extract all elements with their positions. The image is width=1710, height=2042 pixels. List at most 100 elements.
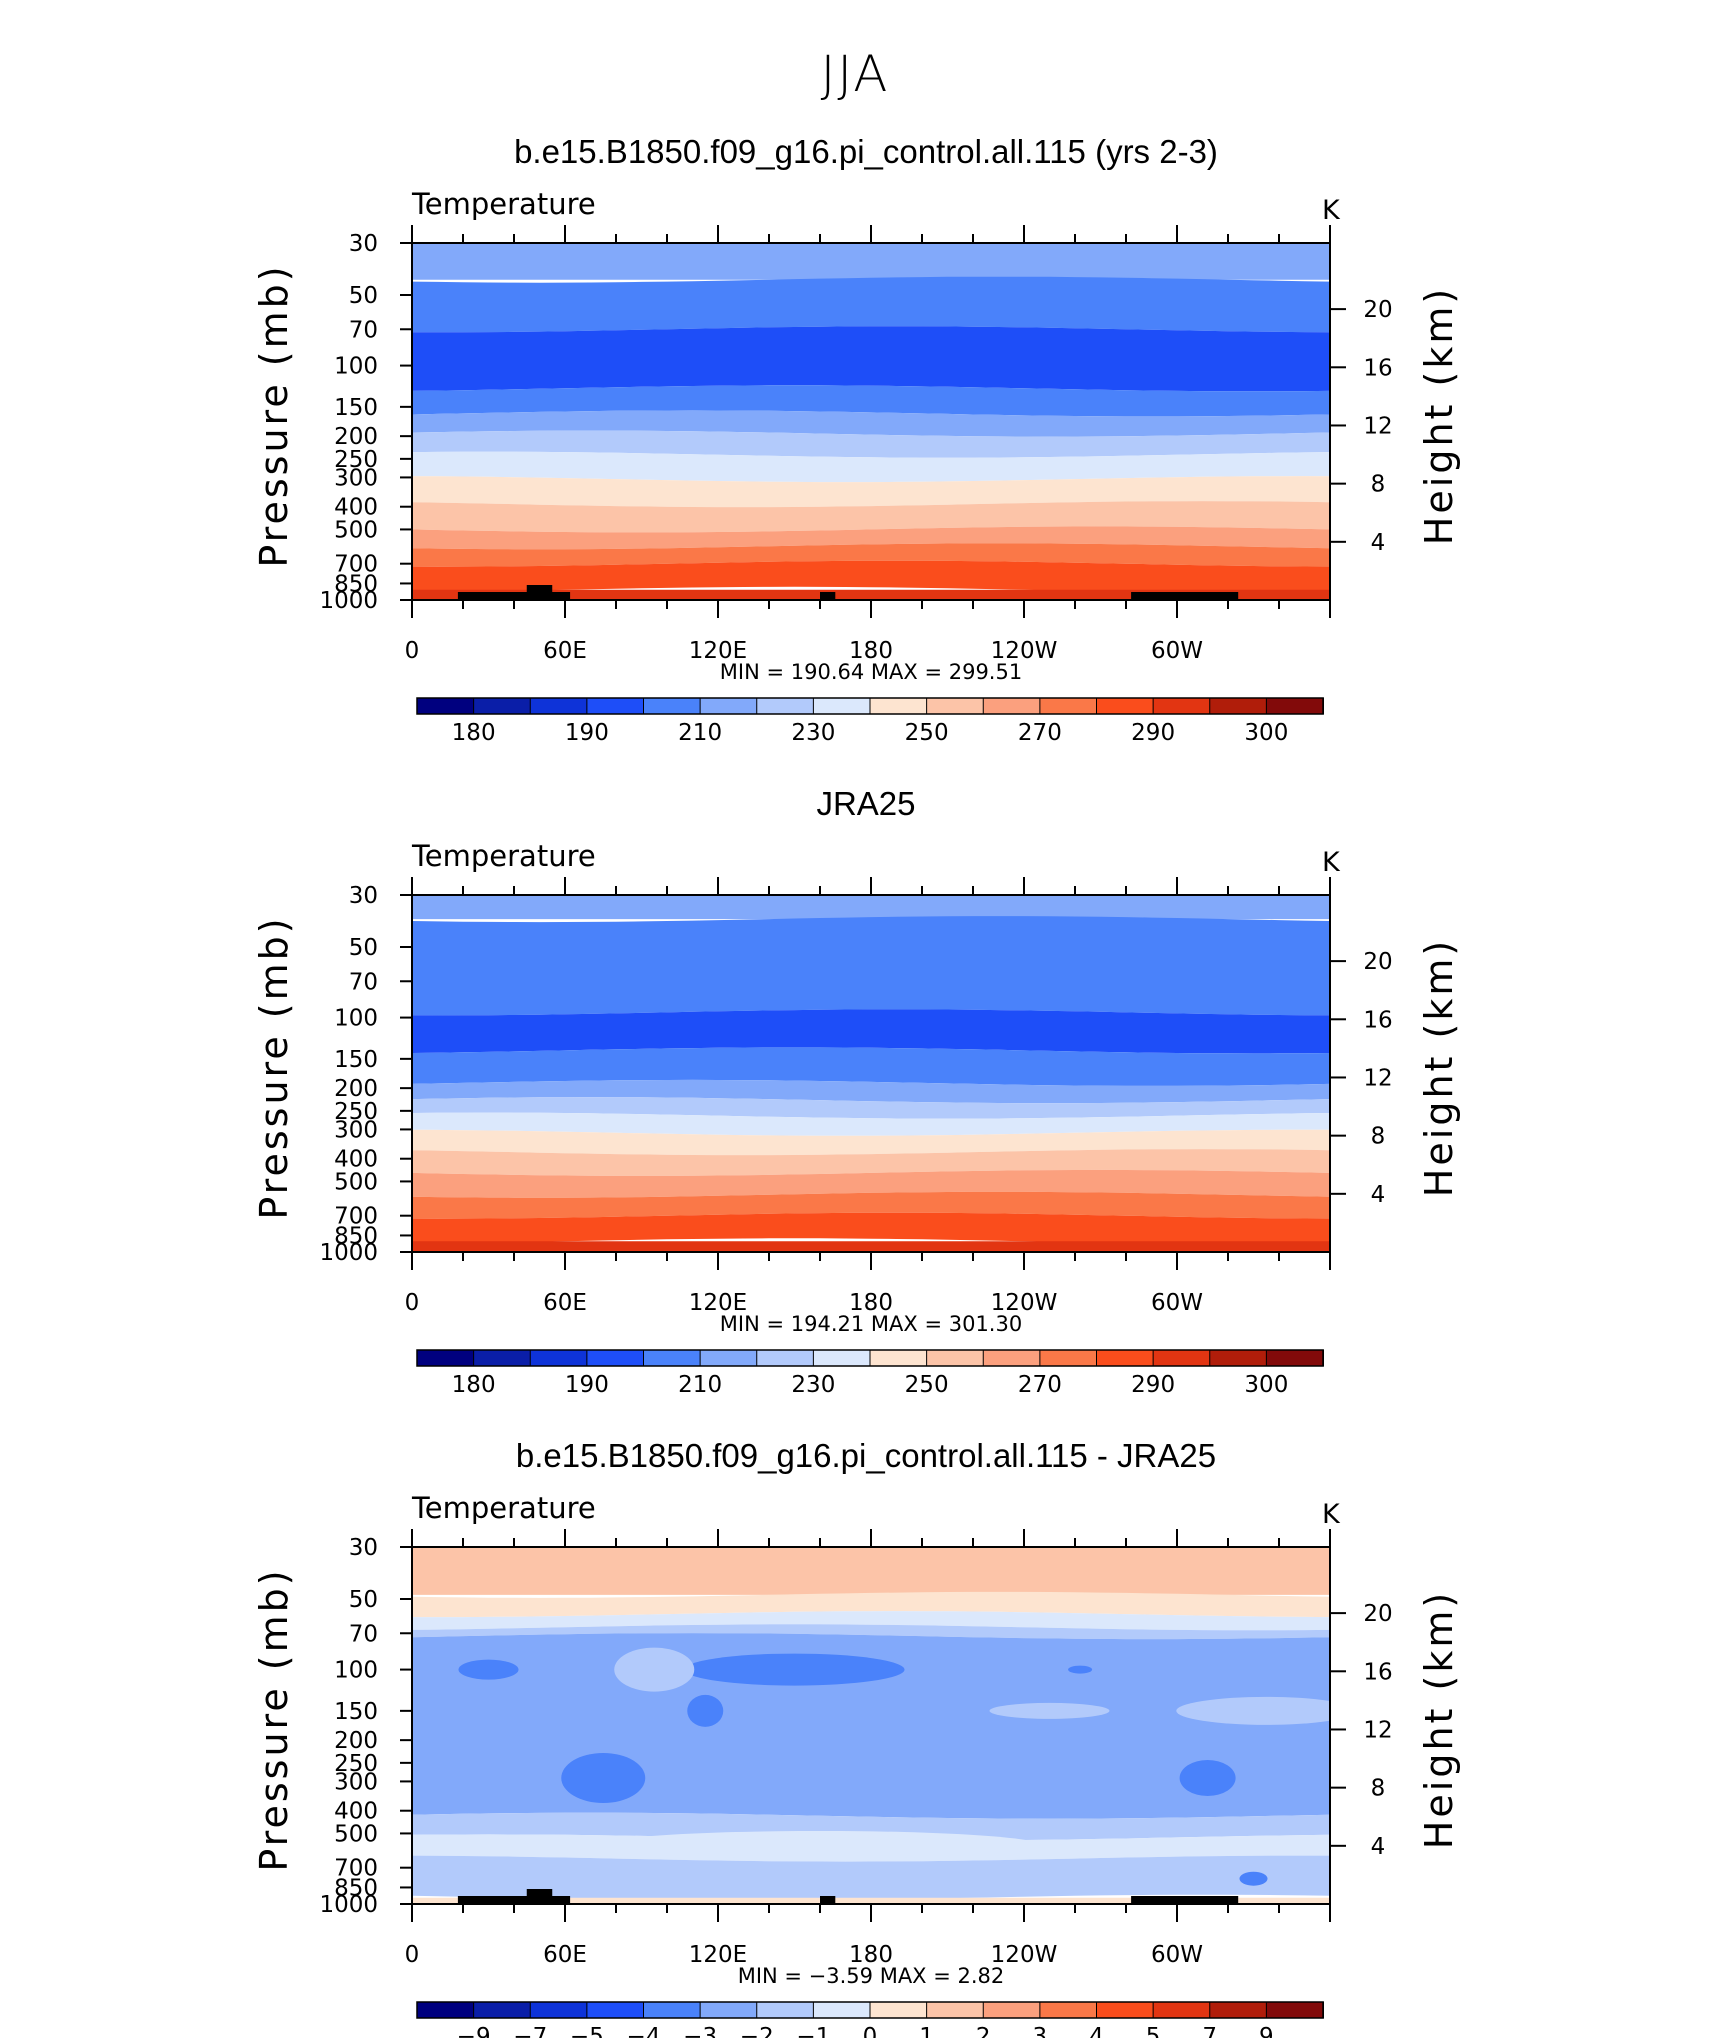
y2-tick-label: 8 xyxy=(1371,1776,1386,1802)
y-tick-label: 850 xyxy=(334,1223,378,1249)
colorbar-box xyxy=(869,1349,928,1367)
colorbar-label: 270 xyxy=(1018,720,1062,746)
y2-tick-label: 8 xyxy=(1371,472,1386,498)
y2-tick-label: 4 xyxy=(1371,1834,1386,1860)
colorbar-box xyxy=(1096,2001,1155,2019)
y-tick-label: 300 xyxy=(334,1117,378,1143)
y-tick-label: 70 xyxy=(349,969,378,995)
colorbar-box xyxy=(1265,2001,1324,2019)
contour-band xyxy=(412,589,1330,600)
x-tick-label: 180 xyxy=(849,1942,893,1968)
x-tick-label: 60E xyxy=(543,1290,587,1316)
contour-region xyxy=(989,1702,1110,1719)
y-tick-label: 50 xyxy=(349,1587,378,1613)
colorbar-box xyxy=(643,1349,702,1367)
x-tick-label: 60E xyxy=(543,1942,587,1968)
contour-band xyxy=(412,1591,1330,1618)
y-tick-label: 70 xyxy=(349,317,378,343)
colorbar: 180 190 210 230 250 270 290 300 xyxy=(416,697,1324,746)
y-tick-label: 700 xyxy=(334,1204,378,1230)
contour-band xyxy=(412,1097,1330,1119)
left-string: Temperature xyxy=(411,839,596,873)
y-tick-label: 700 xyxy=(334,552,378,578)
y-tick-label: 500 xyxy=(334,517,378,543)
contour-band xyxy=(412,1169,1330,1198)
contour-band xyxy=(412,501,1330,533)
colorbar-label: 250 xyxy=(905,1372,949,1398)
colorbar-label: 300 xyxy=(1244,720,1288,746)
x-tick-label: 120W xyxy=(991,1942,1058,1968)
y-tick-label: 1000 xyxy=(319,588,378,614)
panel-3-field xyxy=(412,1547,1330,1904)
colorbar-label: 190 xyxy=(565,1372,609,1398)
colorbar-box xyxy=(982,697,1041,715)
colorbar-box xyxy=(1039,1349,1098,1367)
x-tick-label: 60W xyxy=(1151,1942,1203,1968)
units-string: K xyxy=(1322,847,1341,878)
y2-tick-label: 12 xyxy=(1363,413,1392,439)
panel-3: 0 60E 120E 180 120W 60W3050701001502002503004… xyxy=(252,1491,1461,2042)
colorbar-box xyxy=(1265,697,1324,715)
colorbar-box xyxy=(416,1349,475,1367)
colorbar-box xyxy=(1096,697,1155,715)
y-tick-label: 850 xyxy=(334,571,378,597)
contour-band xyxy=(412,526,1330,550)
colorbar-frame xyxy=(416,2001,1324,2019)
panel-3-title: b.e15.B1850.f09_g16.pi_control.all.115 -… xyxy=(515,1437,1217,1474)
colorbar-box xyxy=(756,2001,815,2019)
colorbar-label: 5 xyxy=(1146,2024,1161,2038)
colorbar-box xyxy=(982,1349,1041,1367)
x-tick-label: 60E xyxy=(543,638,587,664)
y-tick-label: 1000 xyxy=(319,1892,378,1918)
y2-tick-label: 4 xyxy=(1371,1182,1386,1208)
contour-band xyxy=(412,1009,1330,1054)
x-tick-label: 120E xyxy=(689,638,747,664)
x-tick-label: 60W xyxy=(1151,1290,1203,1316)
y2-tick-label: 12 xyxy=(1363,1717,1392,1743)
x-tick-label: 0 xyxy=(405,1290,420,1316)
y-tick-label: 300 xyxy=(334,465,378,491)
contour-band xyxy=(412,410,1330,437)
units-string: K xyxy=(1322,195,1341,226)
colorbar-box xyxy=(529,2001,588,2019)
x-tick-label: 120E xyxy=(689,1290,747,1316)
colorbar-label: 210 xyxy=(678,720,722,746)
panel-1: 0 60E 120E 180 120W 60W3050701001502002503004… xyxy=(252,187,1461,746)
left-string: Temperature xyxy=(411,187,596,221)
colorbar-box xyxy=(529,697,588,715)
contour-band xyxy=(412,476,1330,508)
y-tick-label: 850 xyxy=(334,1875,378,1901)
topography-block xyxy=(1131,592,1239,600)
contour-band xyxy=(412,1149,1330,1176)
y-tick-label: 50 xyxy=(349,283,378,309)
colorbar-box xyxy=(529,1349,588,1367)
colorbar-label: −7 xyxy=(513,2024,547,2038)
colorbar: 180 190 210 230 250 270 290 300 xyxy=(416,1349,1324,1398)
topography xyxy=(457,585,1239,600)
colorbar-label: −1 xyxy=(796,2024,830,2038)
y2-tick-label: 20 xyxy=(1363,297,1392,323)
contour-band xyxy=(412,1241,1330,1252)
y2-axis-label: Height (km) xyxy=(1417,938,1461,1197)
colorbar-frame xyxy=(416,697,1324,715)
topography-block xyxy=(457,1896,571,1904)
contour-region xyxy=(1239,1871,1268,1886)
y-tick-label: 300 xyxy=(334,1769,378,1795)
colorbar-label: 230 xyxy=(791,1372,835,1398)
contour-region xyxy=(458,1659,519,1680)
panel-2-title: JRA25 xyxy=(816,785,916,822)
y2-tick-label: 16 xyxy=(1363,355,1392,381)
y-tick-label: 500 xyxy=(334,1821,378,1847)
colorbar-box xyxy=(926,2001,985,2019)
colorbar-label: 250 xyxy=(905,720,949,746)
contour-region xyxy=(600,1830,1040,1859)
y-tick-label: 400 xyxy=(334,1799,378,1825)
panel-1-title: b.e15.B1850.f09_g16.pi_control.all.115 (… xyxy=(514,133,1218,170)
colorbar-box xyxy=(473,2001,532,2019)
y2-tick-label: 12 xyxy=(1363,1065,1392,1091)
y-tick-label: 250 xyxy=(334,1099,378,1125)
colorbar-label: 270 xyxy=(1018,1372,1062,1398)
topography-block xyxy=(457,592,571,600)
contour-band xyxy=(412,276,1330,333)
